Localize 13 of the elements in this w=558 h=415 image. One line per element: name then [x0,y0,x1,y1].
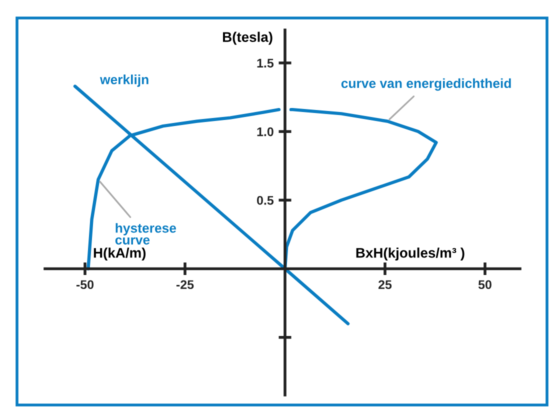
x2-axis-title: BxH(kjoules/m³ ) [356,248,464,261]
x-tick-label: -25 [176,280,194,290]
y-tick-label: 0.5 [257,196,274,205]
series-label: hysterese curve [115,223,176,245]
x-tick-label: 25 [378,280,392,290]
x-tick-label: -50 [76,280,94,290]
y-tick-label: 1.0 [257,127,274,136]
series-label: werklijn [100,74,148,87]
x-axis-title: H(kA/m) [94,248,146,261]
series-label: curve van energiedichtheid [341,78,511,91]
y-tick-label: 1.5 [257,58,274,68]
x-tick-label: 50 [478,280,492,290]
y-axis-title: B(tesla) [222,32,272,45]
